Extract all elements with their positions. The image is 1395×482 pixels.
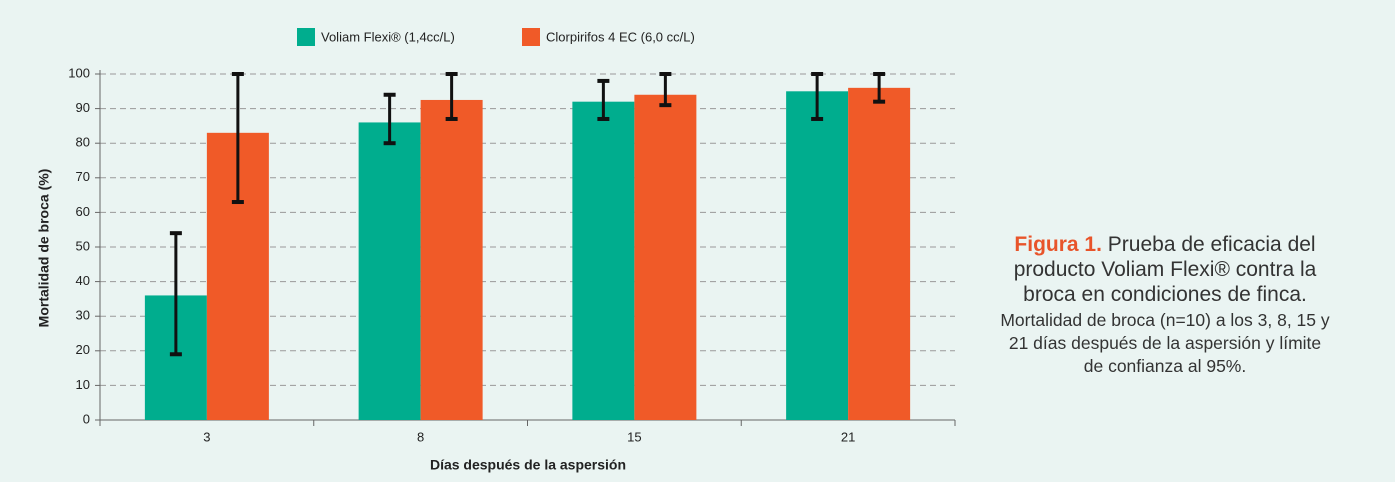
x-tick-label: 8 — [417, 429, 424, 444]
caption-label: Figura 1. — [1014, 233, 1102, 256]
y-tick-label: 40 — [76, 273, 90, 288]
y-tick-label: 50 — [76, 238, 90, 253]
y-tick-label: 20 — [76, 342, 90, 357]
y-tick-label: 100 — [68, 65, 90, 80]
y-axis-title: Mortalidad de broca (%) — [36, 169, 52, 328]
x-tick-label: 15 — [627, 429, 641, 444]
legend-swatch — [522, 28, 540, 46]
bar — [420, 99, 483, 420]
caption-title: Figura 1. Prueba de eficacia del product… — [1000, 232, 1330, 307]
legend-label: Voliam Flexi® (1,4cc/L) — [321, 29, 455, 44]
y-tick-label: 10 — [76, 377, 90, 392]
caption: Figura 1. Prueba de eficacia del product… — [1000, 232, 1330, 378]
bar — [848, 87, 911, 420]
caption-text: Prueba de eficacia del producto Voliam F… — [1013, 233, 1317, 306]
legend-swatch — [297, 28, 315, 46]
x-tick-label: 21 — [841, 429, 855, 444]
y-tick-label: 30 — [76, 308, 90, 323]
caption-body: Mortalidad de broca (n=10) a los 3, 8, 1… — [1000, 310, 1330, 376]
bar — [786, 91, 849, 421]
bar — [572, 101, 635, 421]
legend-label: Clorpirifos 4 EC (6,0 cc/L) — [546, 29, 695, 44]
y-tick-label: 0 — [83, 411, 90, 426]
bar — [358, 122, 421, 420]
x-tick-label: 3 — [203, 429, 210, 444]
bar — [634, 94, 697, 420]
x-axis-title: Días después de la aspersión — [430, 457, 626, 473]
chart: Mortalidad de broca (%) Días después de … — [36, 28, 956, 473]
y-tick-label: 90 — [76, 100, 90, 115]
y-tick-label: 70 — [76, 169, 90, 184]
y-tick-label: 60 — [76, 204, 90, 219]
y-tick-label: 80 — [76, 135, 90, 150]
